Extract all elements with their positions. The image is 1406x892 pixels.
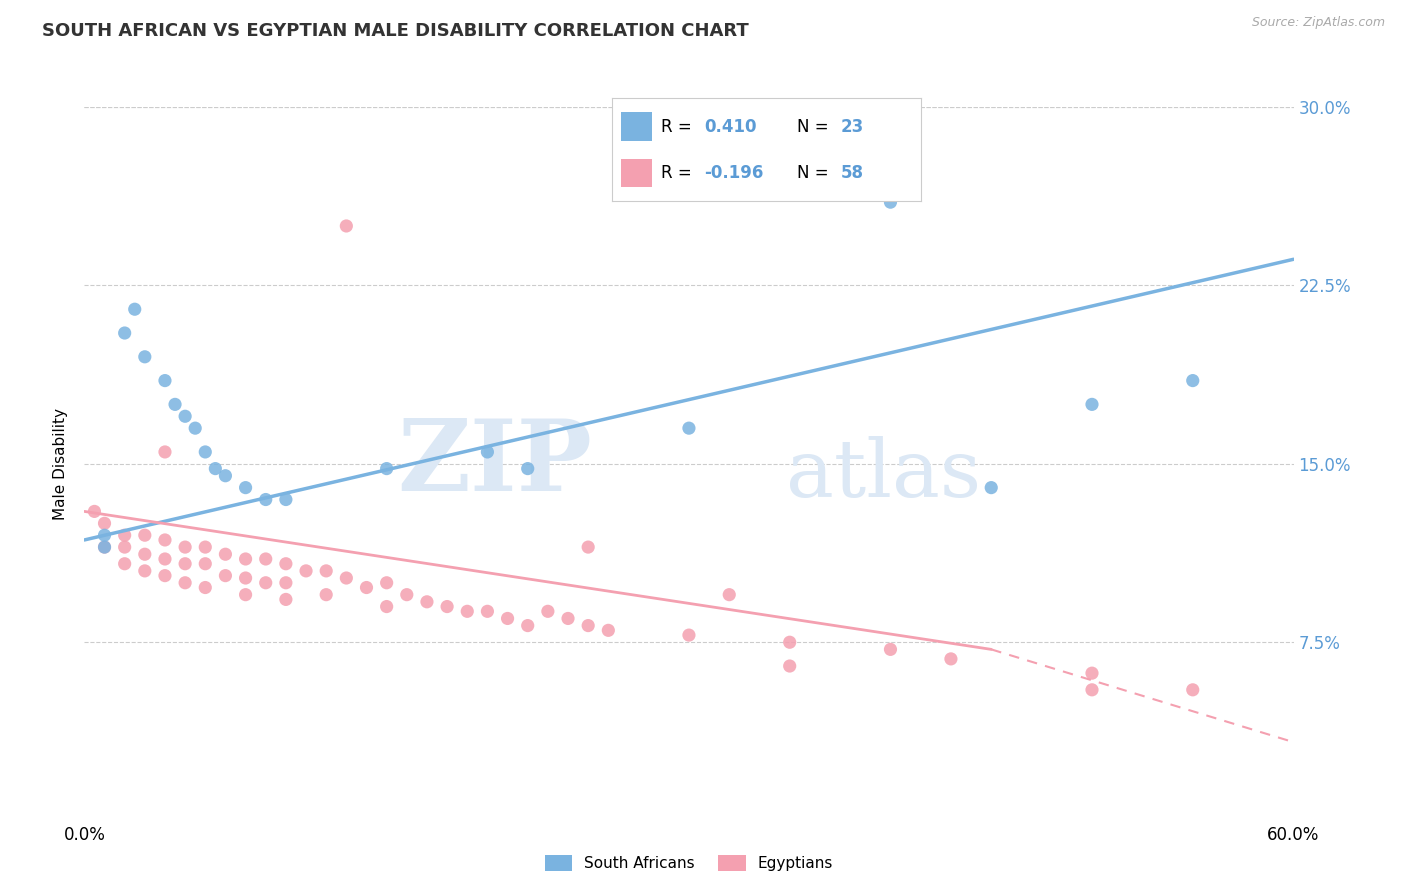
- Y-axis label: Male Disability: Male Disability: [53, 408, 69, 520]
- Point: [254, 552, 277, 566]
- Point: [335, 571, 357, 585]
- Point: [134, 564, 156, 578]
- Point: [456, 604, 478, 618]
- Point: [165, 397, 187, 411]
- Point: [779, 635, 801, 649]
- Point: [576, 618, 599, 632]
- Point: [1081, 666, 1104, 681]
- Point: [375, 575, 398, 590]
- Point: [214, 468, 236, 483]
- Point: [153, 533, 176, 547]
- Point: [516, 461, 538, 475]
- Point: [980, 481, 1002, 495]
- Point: [194, 557, 217, 571]
- Point: [274, 492, 297, 507]
- Point: [576, 540, 599, 554]
- Point: [254, 492, 277, 507]
- Point: [134, 350, 156, 364]
- Point: [235, 571, 257, 585]
- Point: [174, 557, 197, 571]
- Point: [678, 628, 700, 642]
- Point: [356, 581, 378, 595]
- Point: [477, 604, 499, 618]
- Point: [274, 575, 297, 590]
- Point: [1081, 397, 1104, 411]
- Point: [114, 540, 136, 554]
- Point: [174, 409, 197, 424]
- Point: [718, 588, 741, 602]
- Bar: [621, 159, 652, 187]
- Legend: South Africans, Egyptians: South Africans, Egyptians: [538, 849, 839, 877]
- Point: [114, 557, 136, 571]
- Text: atlas: atlas: [786, 435, 981, 514]
- Point: [214, 568, 236, 582]
- Text: Source: ZipAtlas.com: Source: ZipAtlas.com: [1251, 16, 1385, 29]
- Point: [174, 575, 197, 590]
- Text: 58: 58: [841, 164, 863, 182]
- Point: [1181, 374, 1204, 388]
- Point: [204, 461, 226, 475]
- Point: [93, 516, 115, 531]
- Point: [939, 652, 962, 666]
- Text: R =: R =: [661, 164, 697, 182]
- Point: [254, 575, 277, 590]
- Text: -0.196: -0.196: [704, 164, 763, 182]
- Point: [436, 599, 458, 614]
- Point: [335, 219, 357, 233]
- Point: [557, 611, 579, 625]
- Point: [598, 624, 620, 638]
- Point: [1181, 682, 1204, 697]
- Point: [93, 540, 115, 554]
- Point: [315, 564, 337, 578]
- Point: [274, 592, 297, 607]
- Point: [295, 564, 318, 578]
- Point: [416, 595, 439, 609]
- Point: [395, 588, 418, 602]
- Text: ZIP: ZIP: [398, 416, 592, 512]
- Point: [235, 588, 257, 602]
- Text: R =: R =: [661, 118, 697, 136]
- Point: [879, 642, 901, 657]
- Point: [153, 374, 176, 388]
- Point: [194, 581, 217, 595]
- Point: [194, 445, 217, 459]
- Point: [153, 568, 176, 582]
- Point: [235, 552, 257, 566]
- Point: [114, 528, 136, 542]
- Point: [375, 599, 398, 614]
- Point: [1081, 682, 1104, 697]
- Text: N =: N =: [797, 164, 834, 182]
- Point: [375, 461, 398, 475]
- Point: [315, 588, 337, 602]
- Point: [184, 421, 207, 435]
- Point: [879, 195, 901, 210]
- Point: [153, 445, 176, 459]
- Point: [274, 557, 297, 571]
- Text: 0.410: 0.410: [704, 118, 756, 136]
- Point: [114, 326, 136, 340]
- Point: [235, 481, 257, 495]
- Point: [93, 540, 115, 554]
- Point: [174, 540, 197, 554]
- Point: [477, 445, 499, 459]
- Text: 23: 23: [841, 118, 863, 136]
- Point: [516, 618, 538, 632]
- Bar: [621, 112, 652, 141]
- Point: [124, 302, 146, 317]
- Point: [779, 659, 801, 673]
- Point: [214, 547, 236, 561]
- Point: [153, 552, 176, 566]
- Point: [134, 547, 156, 561]
- Point: [537, 604, 560, 618]
- Point: [678, 421, 700, 435]
- Text: SOUTH AFRICAN VS EGYPTIAN MALE DISABILITY CORRELATION CHART: SOUTH AFRICAN VS EGYPTIAN MALE DISABILIT…: [42, 22, 749, 40]
- Point: [194, 540, 217, 554]
- Point: [83, 504, 105, 518]
- Text: N =: N =: [797, 118, 834, 136]
- Point: [93, 528, 115, 542]
- Point: [496, 611, 519, 625]
- Point: [134, 528, 156, 542]
